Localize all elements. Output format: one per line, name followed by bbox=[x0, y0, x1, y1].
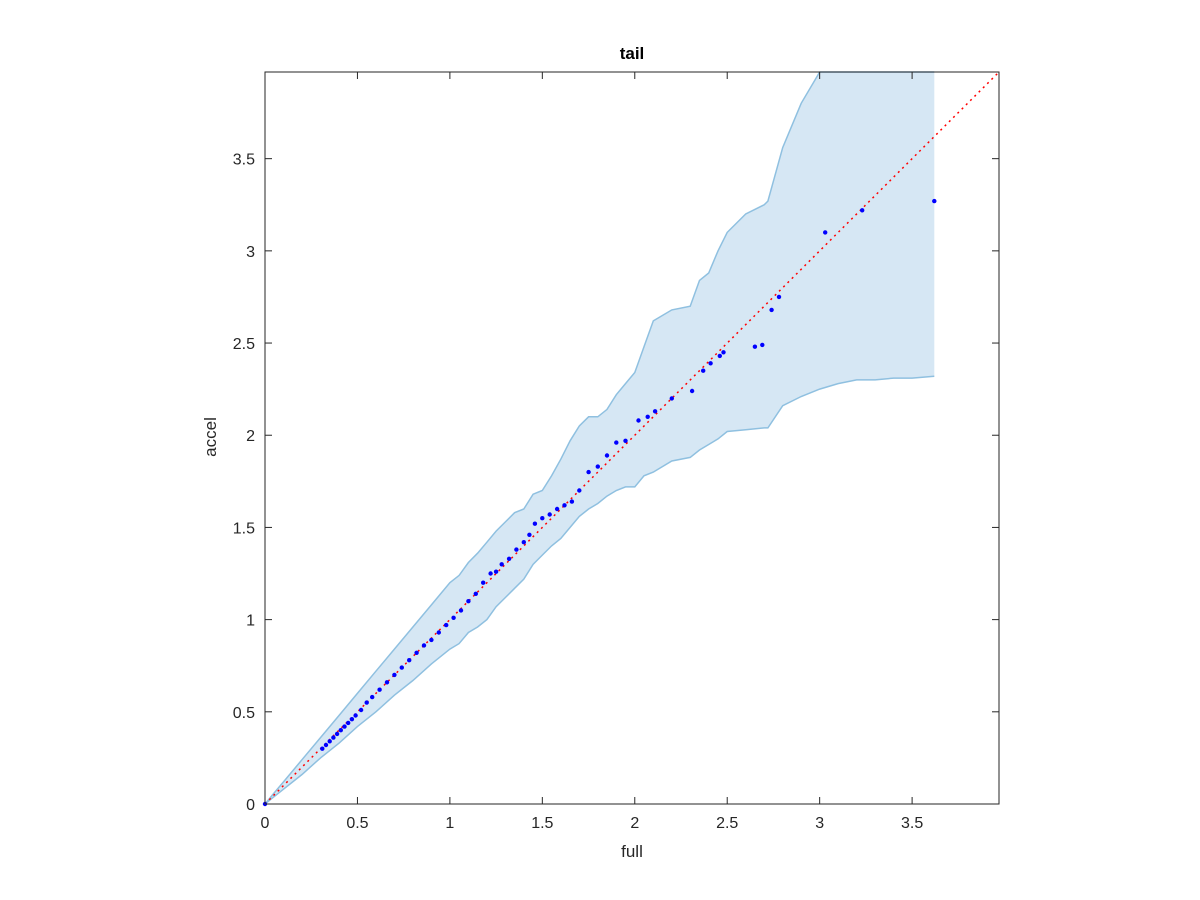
y-tick-label: 2 bbox=[246, 428, 255, 445]
data-point bbox=[499, 562, 504, 567]
y-tick-label: 3.5 bbox=[233, 152, 255, 169]
chart-title: tail bbox=[620, 44, 645, 63]
data-point bbox=[595, 464, 600, 469]
data-point bbox=[689, 388, 695, 394]
x-axis: 0 0.5 1 1.5 2 2.5 3 3.5 bbox=[261, 72, 923, 832]
data-point bbox=[327, 739, 332, 744]
data-point bbox=[334, 731, 340, 737]
data-point bbox=[342, 724, 347, 729]
data-point bbox=[414, 650, 419, 655]
y-axis-label: accel bbox=[201, 417, 220, 457]
y-tick-label: 0.5 bbox=[233, 705, 255, 722]
data-point bbox=[708, 361, 713, 366]
x-tick-label: 2.5 bbox=[716, 815, 738, 832]
data-point bbox=[577, 488, 582, 493]
data-point bbox=[721, 350, 726, 355]
data-point bbox=[399, 665, 404, 670]
data-point bbox=[384, 680, 390, 685]
data-point bbox=[320, 746, 325, 751]
x-tick-label: 1.5 bbox=[531, 815, 553, 832]
data-point bbox=[645, 414, 650, 419]
x-tick-label: 0.5 bbox=[346, 815, 368, 832]
data-point bbox=[586, 469, 591, 475]
x-tick-label: 3.5 bbox=[901, 815, 923, 832]
data-point bbox=[860, 208, 865, 213]
data-point bbox=[444, 622, 449, 628]
data-point bbox=[540, 516, 545, 521]
data-point bbox=[604, 453, 610, 458]
data-point bbox=[636, 418, 641, 423]
data-point bbox=[358, 707, 364, 713]
data-point bbox=[349, 717, 355, 722]
x-axis-label: full bbox=[621, 842, 643, 861]
data-point bbox=[331, 735, 336, 740]
data-point bbox=[493, 569, 499, 574]
data-point bbox=[392, 672, 397, 678]
data-point bbox=[554, 506, 560, 512]
axes-box bbox=[264, 71, 1000, 805]
x-tick-label: 2 bbox=[630, 815, 639, 832]
x-tick-label: 0 bbox=[261, 815, 270, 832]
confidence-band bbox=[265, 72, 935, 804]
data-point bbox=[429, 637, 434, 643]
data-point bbox=[466, 599, 471, 604]
band-lower-edge bbox=[264, 375, 935, 805]
data-point bbox=[652, 409, 658, 414]
data-point bbox=[458, 608, 464, 613]
data-point bbox=[370, 694, 375, 700]
data-point bbox=[823, 230, 828, 235]
data-point bbox=[569, 499, 575, 504]
data-point bbox=[481, 580, 486, 585]
data-point bbox=[364, 700, 369, 705]
data-point bbox=[769, 307, 774, 313]
data-point bbox=[377, 687, 382, 692]
data-point bbox=[436, 630, 441, 635]
x-tick-label: 3 bbox=[815, 815, 824, 832]
data-point bbox=[623, 438, 628, 443]
data-point bbox=[562, 503, 567, 508]
data-point bbox=[532, 521, 538, 526]
data-point bbox=[932, 198, 937, 204]
data-point bbox=[346, 720, 351, 726]
data-point bbox=[521, 540, 526, 545]
y-tick-label: 0 bbox=[246, 797, 255, 814]
data-point bbox=[614, 440, 619, 445]
y-tick-label: 1 bbox=[246, 613, 255, 630]
data-point bbox=[547, 512, 552, 517]
data-point bbox=[717, 353, 722, 359]
band-upper-edge bbox=[264, 71, 935, 805]
plot-area bbox=[262, 71, 1000, 807]
x-tick-label: 1 bbox=[445, 815, 454, 832]
data-point bbox=[506, 556, 512, 561]
data-point bbox=[669, 396, 674, 401]
y-tick-label: 3 bbox=[246, 244, 255, 261]
data-point bbox=[323, 742, 329, 748]
data-point bbox=[353, 713, 358, 718]
data-point bbox=[338, 728, 343, 733]
data-point bbox=[752, 344, 758, 349]
y-axis: 0 0.5 1 1.5 2 2.5 3 3.5 bbox=[233, 152, 999, 814]
y-tick-label: 2.5 bbox=[233, 336, 255, 353]
data-point bbox=[514, 547, 519, 552]
data-point bbox=[488, 571, 493, 576]
data-point bbox=[776, 294, 782, 300]
data-point bbox=[407, 658, 412, 663]
data-point bbox=[701, 368, 706, 373]
data-point bbox=[421, 643, 427, 648]
data-point bbox=[473, 591, 478, 596]
data-point bbox=[451, 615, 456, 620]
data-point bbox=[760, 342, 765, 348]
y-tick-label: 1.5 bbox=[233, 520, 255, 537]
data-point bbox=[527, 532, 532, 537]
